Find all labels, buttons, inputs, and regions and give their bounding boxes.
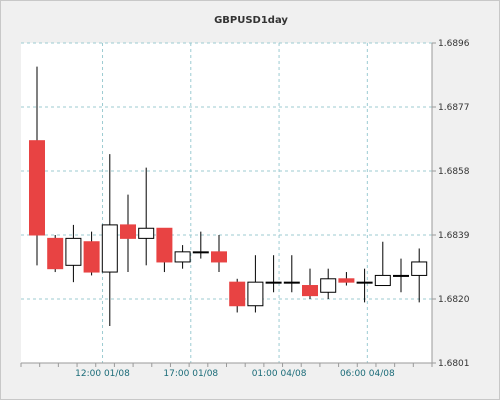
candle-body-bullish (101, 224, 118, 273)
x-tick-label: 06:00 04/08 (340, 369, 395, 379)
candle (338, 272, 355, 286)
candle (247, 255, 264, 313)
x-tick-label: 17:00 01/08 (163, 369, 218, 379)
x-tick-label: 12:00 01/08 (75, 369, 130, 379)
y-tick-label: 1.6839 (438, 231, 470, 241)
candle (374, 241, 391, 287)
candle (156, 227, 173, 273)
candle-body-bullish (393, 274, 409, 277)
candle (47, 235, 64, 273)
candle (320, 268, 337, 299)
candle (83, 231, 100, 276)
candle-body-bearish (302, 285, 318, 297)
candle (138, 167, 155, 266)
candle-body-bearish (211, 251, 227, 263)
candle-body-bullish (283, 281, 300, 284)
candle-body-bearish (47, 237, 64, 270)
candle-body-bearish (229, 281, 246, 307)
candles (29, 66, 428, 326)
candle-body-bullish (265, 281, 282, 284)
candle (302, 268, 318, 299)
y-axis: 1.6896 1.6877 1.6858 1.6839 1.6820 1.6801 (431, 39, 470, 369)
candle-body-bullish (65, 237, 82, 266)
y-tick-label: 1.6858 (438, 167, 470, 177)
y-tick-label: 1.6801 (438, 359, 470, 369)
candle (356, 268, 373, 303)
candle (211, 235, 227, 273)
candle-body-bullish (320, 278, 337, 293)
y-tick-label: 1.6896 (438, 39, 470, 49)
candle-body-bullish (247, 281, 264, 307)
y-tick-label: 1.6877 (438, 103, 470, 113)
candle-body-bullish (174, 251, 191, 263)
candle (265, 255, 282, 293)
candle (393, 258, 409, 293)
candle (192, 231, 209, 259)
x-tick-label: 01:00 04/08 (252, 369, 307, 379)
candle (29, 66, 45, 266)
candle (65, 224, 82, 283)
candle (229, 278, 246, 313)
candle (411, 248, 428, 303)
candle (283, 255, 300, 293)
candle (120, 194, 136, 273)
candle (174, 245, 191, 269)
candle-body-bullish (138, 227, 155, 239)
plot-area (21, 43, 432, 363)
y-tick-label: 1.6820 (438, 295, 470, 305)
candle-body-bearish (29, 140, 45, 236)
candle (101, 154, 118, 326)
candle-body-bearish (120, 224, 136, 239)
candle-body-bullish (374, 274, 391, 287)
candle-body-bearish (83, 241, 100, 273)
candle-body-bullish (356, 281, 373, 284)
candle-body-bearish (338, 278, 355, 283)
chart-title: GBPUSD1day (214, 15, 288, 26)
candle-body-bullish (192, 251, 209, 254)
candle-body-bearish (156, 227, 173, 263)
candle-body-bullish (411, 261, 428, 276)
x-axis: 12:00 01/08 17:00 01/08 01:00 04/08 06:00 0… (20, 362, 433, 379)
